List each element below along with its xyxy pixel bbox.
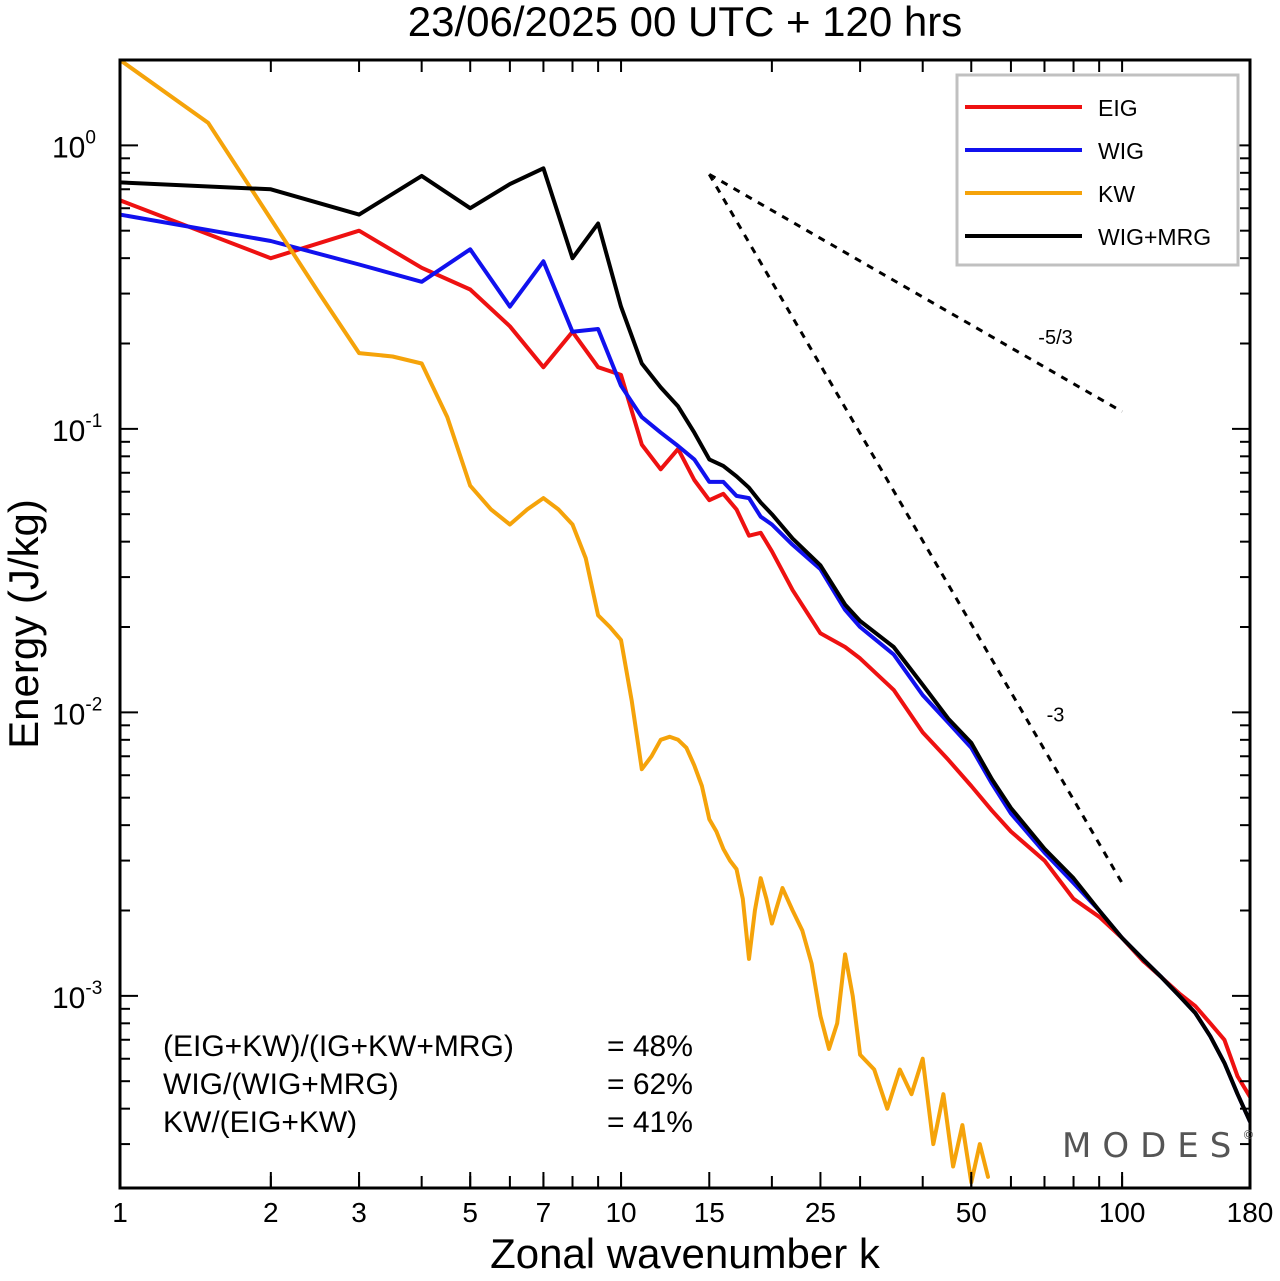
slope-reference-lines — [707, 173, 1124, 884]
legend-label-kw: KW — [1098, 181, 1135, 207]
legend-label-wig-mrg: WIG+MRG — [1098, 224, 1211, 250]
x-axis-title: Zonal wavenumber k — [490, 1230, 881, 1277]
x-tick-label-2: 2 — [263, 1197, 279, 1228]
legend-label-wig: WIG — [1098, 138, 1144, 164]
y-tick-label-1: 10-1 — [52, 411, 102, 448]
x-tick-label-10: 10 — [605, 1197, 636, 1228]
x-tick-label-1: 1 — [112, 1197, 128, 1228]
watermark-copyright-mark: © — [1242, 1128, 1254, 1142]
x-tick-label-7: 7 — [536, 1197, 552, 1228]
modes-watermark: MODES© — [1062, 1126, 1254, 1166]
series-layer — [120, 60, 1250, 1185]
x-tick-label-100: 100 — [1099, 1197, 1146, 1228]
x-tick-label-15: 15 — [694, 1197, 725, 1228]
ratio-statistics: (EIG+KW)/(IG+KW+MRG) = 48% WIG/(WIG+MRG) = … — [163, 1030, 693, 1139]
x-tick-label-25: 25 — [805, 1197, 836, 1228]
stat-value-1: = 48% — [607, 1030, 693, 1063]
series-line-kw — [120, 60, 990, 1185]
plot-frame — [118, 58, 1252, 1190]
stat-value-3: = 41% — [607, 1106, 693, 1139]
stat-value-2: = 62% — [607, 1068, 693, 1101]
legend: EIG WIG KW WIG+MRG — [955, 73, 1240, 267]
x-tick-label-5: 5 — [462, 1197, 478, 1228]
stat-label-2: WIG/(WIG+MRG) — [163, 1068, 399, 1101]
x-axis-ticks: 1 2 3 5 7 10 15 25 50 100 180 — [112, 60, 1273, 1228]
series-line-wig — [120, 212, 1250, 1124]
x-tick-label-50: 50 — [956, 1197, 987, 1228]
y-axis-title: Energy (J/kg) — [0, 499, 47, 749]
slope-label-5-3: -5/3 — [1038, 327, 1072, 349]
watermark-text: MODES — [1062, 1126, 1242, 1166]
stat-label-3: KW/(EIG+KW) — [163, 1106, 357, 1139]
x-tick-label-180: 180 — [1227, 1197, 1274, 1228]
y-tick-label-3: 10-3 — [52, 978, 102, 1015]
x-tick-label-3: 3 — [351, 1197, 367, 1228]
y-tick-label-2: 10-2 — [52, 694, 102, 731]
series-line-wig-mrg — [120, 166, 1250, 1124]
y-tick-label-0: 100 — [52, 127, 96, 164]
series-line-eig — [120, 198, 1250, 1099]
slope-label-3: -3 — [1047, 704, 1065, 726]
stat-label-1: (EIG+KW)/(IG+KW+MRG) — [163, 1030, 514, 1063]
chart-title: 23/06/2025 00 UTC + 120 hrs — [408, 0, 963, 45]
slope-line-5-3 — [708, 173, 1123, 413]
y-axis-ticks: 100 10-1 10-2 10-3 — [52, 59, 1250, 1146]
legend-label-eig: EIG — [1098, 95, 1138, 121]
slope-line-3 — [707, 173, 1124, 884]
